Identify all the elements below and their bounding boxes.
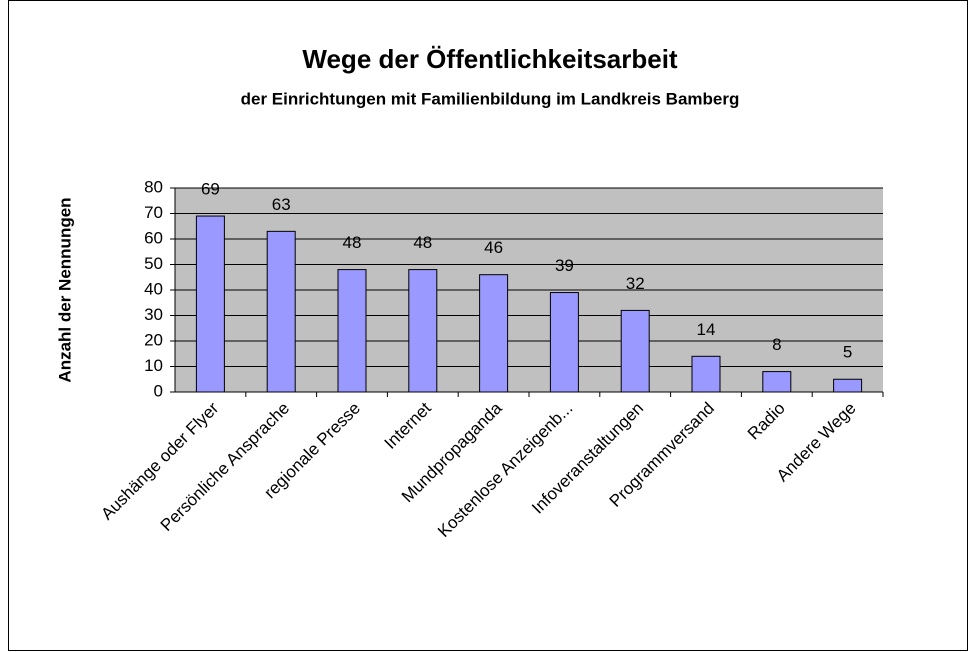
bar [549, 292, 579, 393]
bar [691, 355, 721, 393]
bar [266, 230, 296, 393]
bar [337, 269, 367, 393]
y-tick-label: 30 [144, 305, 163, 324]
data-label: 48 [343, 233, 362, 252]
data-label: 48 [413, 233, 432, 252]
data-label: 39 [555, 256, 574, 275]
bar [408, 269, 438, 393]
y-tick-label: 50 [144, 254, 163, 273]
chart-title: Wege der Öffentlichkeitsarbeit [302, 44, 678, 74]
bar [833, 378, 863, 393]
data-label: 63 [272, 195, 291, 214]
y-tick-label: 60 [144, 228, 163, 247]
y-axis-label: Anzahl der Nennungen [55, 197, 74, 382]
y-tick-label: 0 [154, 381, 163, 400]
y-tick-label: 80 [144, 177, 163, 196]
y-tick-label: 20 [144, 330, 163, 349]
y-tick-label: 40 [144, 279, 163, 298]
data-label: 8 [772, 335, 781, 354]
data-label: 5 [843, 343, 852, 362]
chart-subtitle: der Einrichtungen mit Familienbildung im… [241, 89, 740, 108]
data-label: 32 [626, 274, 645, 293]
data-label: 46 [484, 238, 503, 257]
bar [762, 371, 792, 393]
bar [195, 215, 225, 393]
y-tick-label: 70 [144, 203, 163, 222]
y-tick-label: 10 [144, 356, 163, 375]
data-label: 14 [697, 320, 716, 339]
bar [620, 309, 650, 393]
bar [479, 274, 509, 393]
data-label: 69 [201, 180, 220, 199]
